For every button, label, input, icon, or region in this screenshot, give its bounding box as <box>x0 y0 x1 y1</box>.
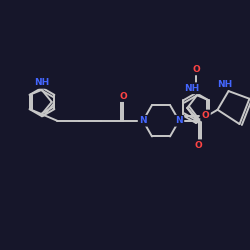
Text: O: O <box>192 65 200 74</box>
Text: N: N <box>175 116 183 125</box>
Text: O: O <box>202 111 209 120</box>
Text: NH: NH <box>184 84 200 93</box>
Text: O: O <box>195 141 203 150</box>
Text: O: O <box>119 92 127 100</box>
Text: NH: NH <box>34 78 50 87</box>
Text: NH: NH <box>217 80 232 88</box>
Text: N: N <box>139 116 147 125</box>
